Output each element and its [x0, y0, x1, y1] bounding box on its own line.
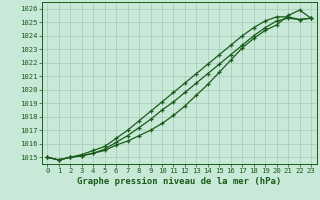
X-axis label: Graphe pression niveau de la mer (hPa): Graphe pression niveau de la mer (hPa)	[77, 177, 281, 186]
